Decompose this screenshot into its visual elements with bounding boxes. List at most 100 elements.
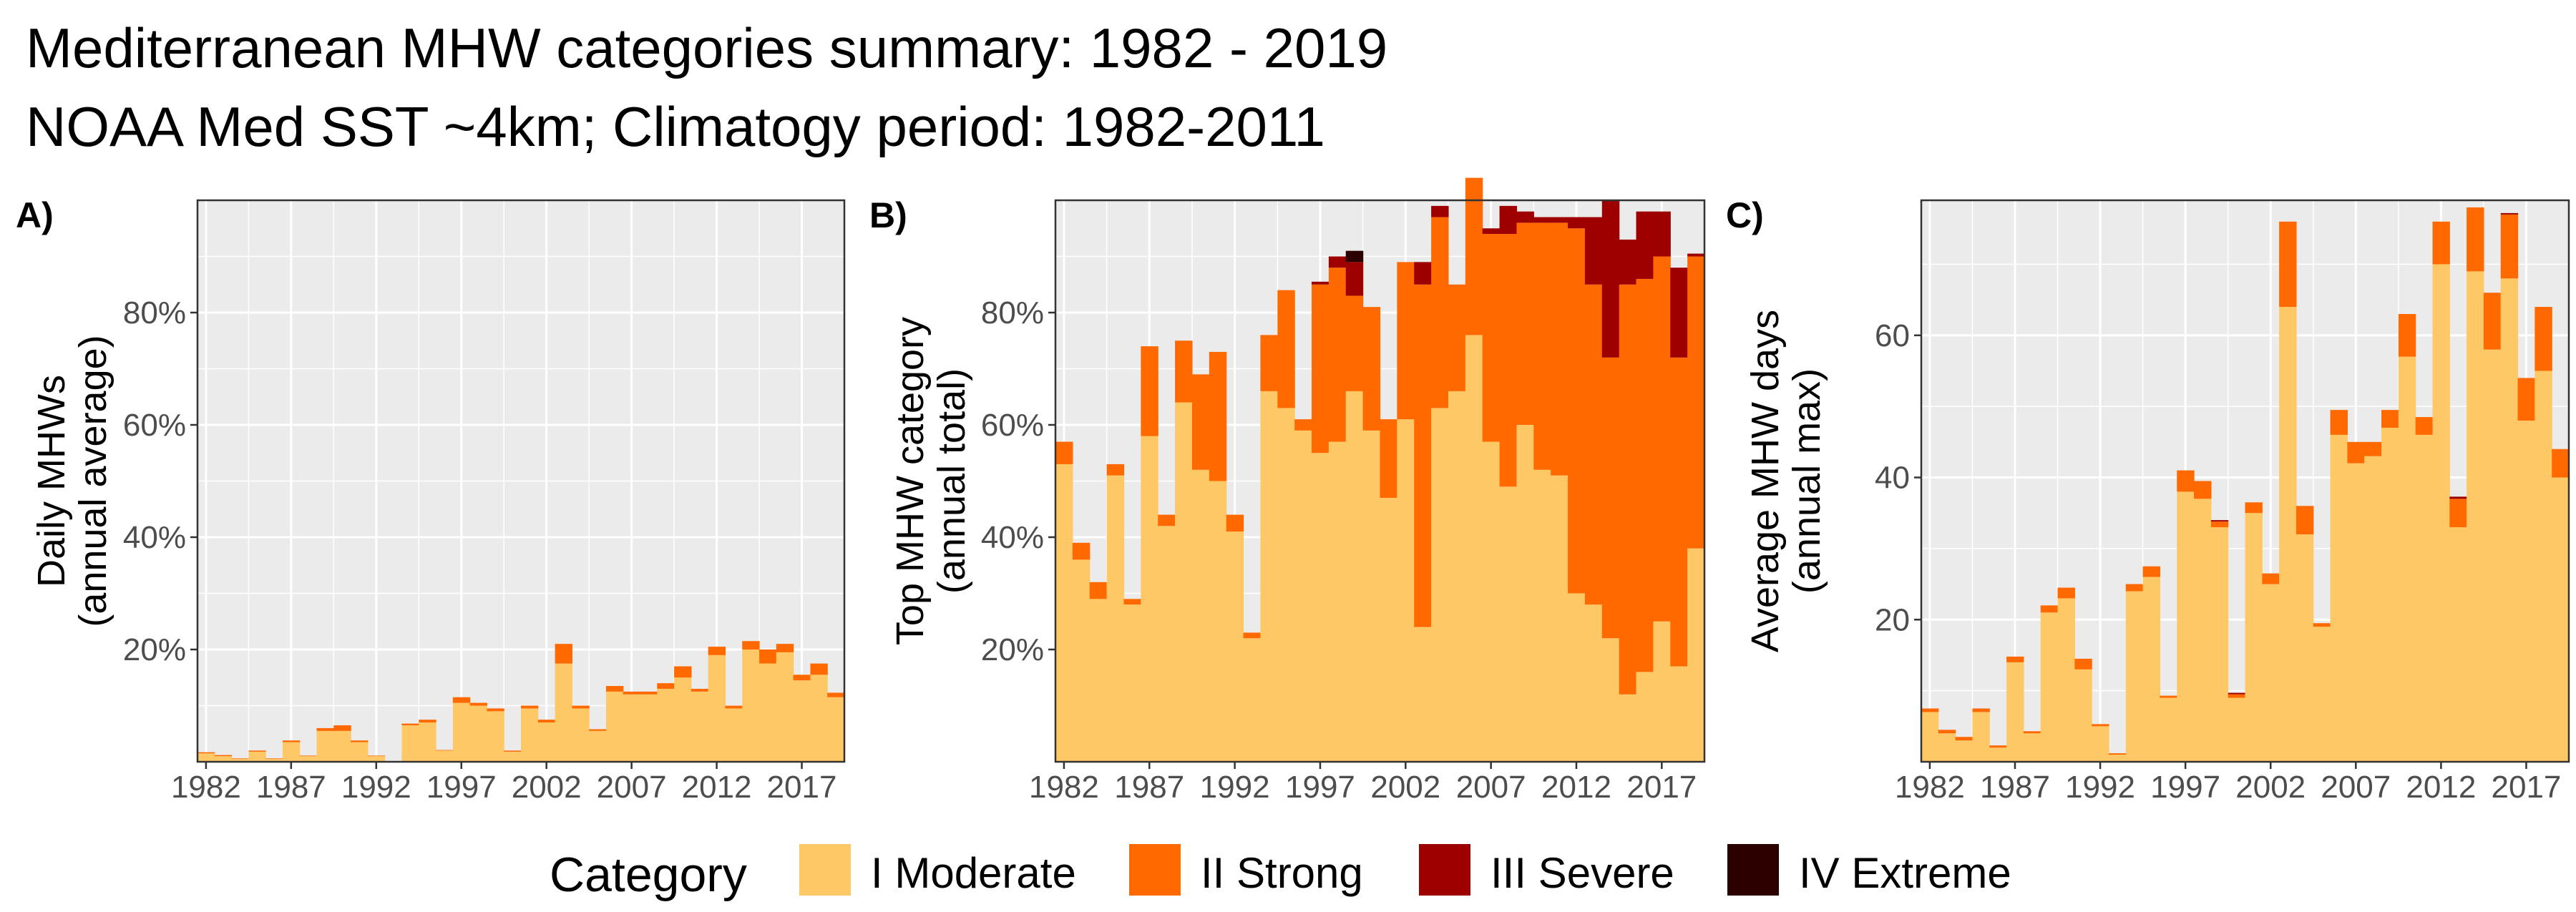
bar-segment	[504, 750, 522, 752]
bar-segment	[436, 750, 454, 751]
x-tick-label: 1997	[426, 770, 497, 805]
bar-segment	[2177, 470, 2195, 492]
bar-segment	[1636, 278, 1654, 672]
bar-segment	[2108, 755, 2127, 762]
bar-segment	[2483, 349, 2502, 762]
bar-segment	[1584, 217, 1603, 285]
panel-border	[1054, 199, 1706, 763]
bar-segment	[2398, 313, 2416, 357]
bar-segment	[1106, 475, 1125, 762]
bar-segment	[572, 705, 590, 709]
bar-segment	[2534, 371, 2552, 762]
bar-segment	[2483, 293, 2502, 350]
legend-title: Category	[550, 848, 747, 902]
panel-border	[1920, 199, 2570, 763]
bar-segment	[2125, 591, 2144, 762]
bar-segment	[1482, 441, 1501, 762]
bar-segment	[793, 680, 811, 762]
bar-segment	[2142, 566, 2161, 577]
bar-segment	[1601, 200, 1620, 358]
y-tick-label: 60%	[123, 408, 186, 443]
y-tick-label: 60%	[981, 408, 1044, 443]
bar-segment	[1482, 228, 1501, 235]
bar-segment	[1533, 222, 1551, 470]
bar-segment	[1191, 374, 1210, 470]
bar-segment	[1175, 402, 1193, 762]
bar-segment	[725, 705, 743, 709]
bar-segment	[2398, 356, 2416, 762]
x-tick-label: 2012	[1541, 770, 1611, 805]
bar-segment	[214, 755, 233, 757]
x-tick-label: 1997	[2150, 770, 2220, 805]
bar-segment	[1431, 205, 1449, 217]
bar-segment	[742, 641, 760, 649]
bar-segment	[691, 688, 709, 692]
bar-segment	[1551, 217, 1568, 223]
bar-segment	[1328, 256, 1347, 268]
bar-segment	[1938, 733, 1956, 762]
bar-segment	[1191, 469, 1210, 762]
bar-segment	[1277, 290, 1295, 408]
bar-segment	[1175, 340, 1193, 403]
chart-subtitle: NOAA Med SST ~4km; Climatogy period: 198…	[26, 95, 1325, 158]
bar-segment	[1123, 604, 1141, 762]
bar-segment	[1687, 256, 1705, 549]
bar-segment	[2074, 658, 2092, 670]
bar-segment	[1414, 627, 1432, 762]
bar-segment	[2092, 726, 2109, 762]
bar-segment	[2210, 527, 2229, 762]
bar-segment	[1499, 205, 1518, 235]
bar-segment	[725, 708, 743, 762]
bar-segment	[1260, 391, 1278, 762]
bar-segment	[1055, 464, 1073, 762]
y-axis-subtitle: (annual average)	[72, 335, 114, 627]
panel-label: B)	[869, 195, 907, 235]
panel-1: 20% 40% 60% 80% 1982 1987 1992 1997 2002 2007 2012…	[16, 195, 846, 805]
bar-segment	[2210, 521, 2229, 528]
bar-segment	[2142, 577, 2161, 762]
bar-segment	[1312, 281, 1330, 285]
panel-label: A)	[16, 195, 54, 235]
bar-segment	[1955, 740, 1974, 762]
x-tick-label: 1992	[2065, 770, 2135, 805]
bar-segment	[1921, 708, 1939, 712]
bar-segment	[759, 649, 777, 664]
bar-segment	[1972, 712, 1990, 762]
y-axis-title: Daily MHWs	[30, 375, 73, 587]
bar-segment	[2467, 271, 2484, 763]
legend-label-strong: II Strong	[1201, 849, 1363, 897]
bar-segment	[248, 750, 266, 752]
bar-segment	[2040, 605, 2059, 613]
bar-segment	[197, 753, 215, 762]
bar-segment	[555, 644, 572, 664]
legend-swatch-extreme	[1727, 844, 1779, 896]
bar-segment	[1158, 514, 1176, 526]
bar-segment	[2415, 434, 2434, 762]
bar-segment	[1499, 234, 1518, 487]
x-tick-label: 1982	[1029, 770, 1099, 805]
bar-segment	[521, 705, 539, 709]
bar-segment	[2517, 378, 2535, 421]
bar-segment	[2279, 307, 2297, 762]
bar-segment	[2125, 584, 2144, 592]
x-tick-label: 1987	[256, 770, 326, 805]
bar-segment	[316, 730, 334, 762]
bar-segment	[1533, 469, 1551, 762]
bar-segment	[1345, 391, 1364, 762]
bar-segment	[1619, 284, 1637, 695]
bar-segment	[1243, 632, 1262, 639]
y-tick-label: 80%	[981, 295, 1044, 330]
bar-segment	[1158, 526, 1176, 762]
bar-segment	[2500, 212, 2519, 215]
bar-segment	[1448, 391, 1466, 762]
x-tick-label: 1982	[1895, 770, 1965, 805]
bar-segment	[640, 694, 658, 762]
bar-segment	[2552, 477, 2570, 762]
bar-segment	[1687, 253, 1705, 257]
bar-segment	[2432, 264, 2450, 762]
bar-segment	[537, 722, 556, 762]
bar-segment	[1072, 559, 1091, 762]
y-tick-label: 20%	[981, 632, 1044, 667]
bar-segment	[2228, 697, 2246, 762]
bar-segment	[1568, 217, 1586, 229]
